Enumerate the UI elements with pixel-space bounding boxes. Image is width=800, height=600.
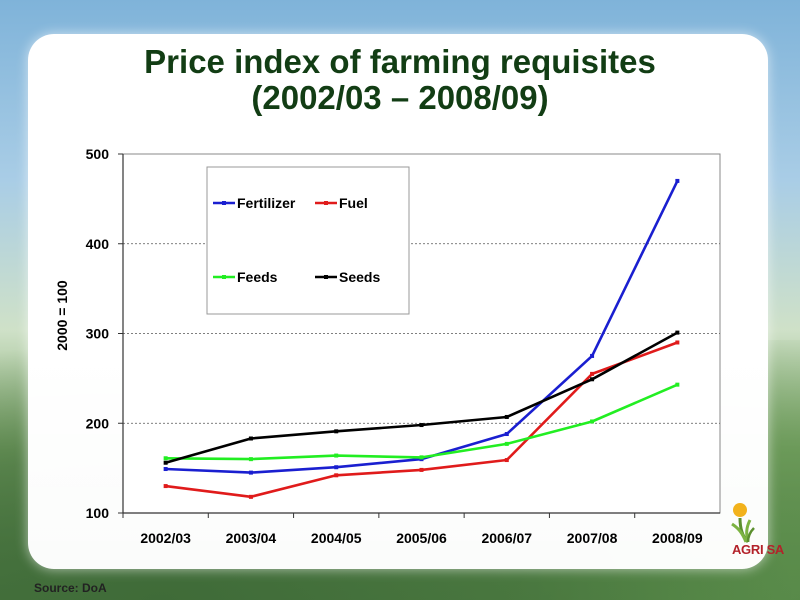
title-line-2: (2002/03 – 2008/09) xyxy=(251,79,549,116)
data-point-fertilizer xyxy=(504,432,509,437)
logo-text: AGRI SA xyxy=(731,542,785,557)
legend-box xyxy=(206,166,410,315)
data-point-feeds xyxy=(334,453,339,458)
legend-marker-seeds xyxy=(324,275,328,279)
data-point-fuel xyxy=(248,494,253,499)
source-note: Source: DoA xyxy=(34,581,107,595)
legend-marker-feeds xyxy=(222,275,226,279)
slide-title: Price index of farming requisites (2002/… xyxy=(0,44,800,116)
x-tick-label: 2006/07 xyxy=(481,530,532,546)
data-point-fuel xyxy=(334,473,339,478)
data-point-seeds xyxy=(334,429,339,434)
legend-label-fertilizer: Fertilizer xyxy=(237,195,296,211)
data-point-fuel xyxy=(419,467,424,472)
data-point-fertilizer xyxy=(334,465,339,470)
y-tick-label: 300 xyxy=(86,326,110,342)
x-tick-label: 2002/03 xyxy=(140,530,191,546)
data-point-fertilizer xyxy=(675,178,680,183)
legend-label-seeds: Seeds xyxy=(339,269,380,285)
x-tick-label: 2005/06 xyxy=(396,530,447,546)
data-point-seeds xyxy=(163,460,168,465)
data-point-seeds xyxy=(504,414,509,419)
data-point-fuel xyxy=(504,458,509,463)
y-tick-label: 400 xyxy=(86,236,110,252)
data-point-fuel xyxy=(163,484,168,489)
legend-marker-fuel xyxy=(324,201,328,205)
data-point-feeds xyxy=(419,455,424,460)
x-tick-label: 2007/08 xyxy=(567,530,618,546)
y-tick-label: 100 xyxy=(86,505,110,521)
data-point-seeds xyxy=(248,436,253,441)
data-point-feeds xyxy=(248,457,253,462)
data-point-feeds xyxy=(504,441,509,446)
y-axis-label: 2000 = 100 xyxy=(54,280,70,351)
data-point-feeds xyxy=(590,419,595,424)
legend-label-feeds: Feeds xyxy=(237,269,278,285)
data-point-fuel xyxy=(675,340,680,345)
agrisa-logo: AGRI SA xyxy=(726,502,790,564)
x-tick-label: 2004/05 xyxy=(311,530,362,546)
y-tick-label: 500 xyxy=(86,146,110,162)
y-tick-label: 200 xyxy=(86,415,110,431)
data-point-seeds xyxy=(675,330,680,335)
data-point-feeds xyxy=(675,382,680,387)
data-point-fertilizer xyxy=(163,467,168,472)
data-point-fuel xyxy=(590,371,595,376)
title-line-1: Price index of farming requisites xyxy=(144,43,656,80)
data-point-seeds xyxy=(419,423,424,428)
legend-marker-fertilizer xyxy=(222,201,226,205)
data-point-fertilizer xyxy=(590,353,595,358)
data-point-fertilizer xyxy=(248,470,253,475)
x-tick-label: 2008/09 xyxy=(652,530,703,546)
x-tick-label: 2003/04 xyxy=(226,530,277,546)
wheat-sun-icon xyxy=(731,503,755,544)
data-point-feeds xyxy=(163,456,168,461)
legend-label-fuel: Fuel xyxy=(339,195,368,211)
data-point-seeds xyxy=(590,377,595,382)
